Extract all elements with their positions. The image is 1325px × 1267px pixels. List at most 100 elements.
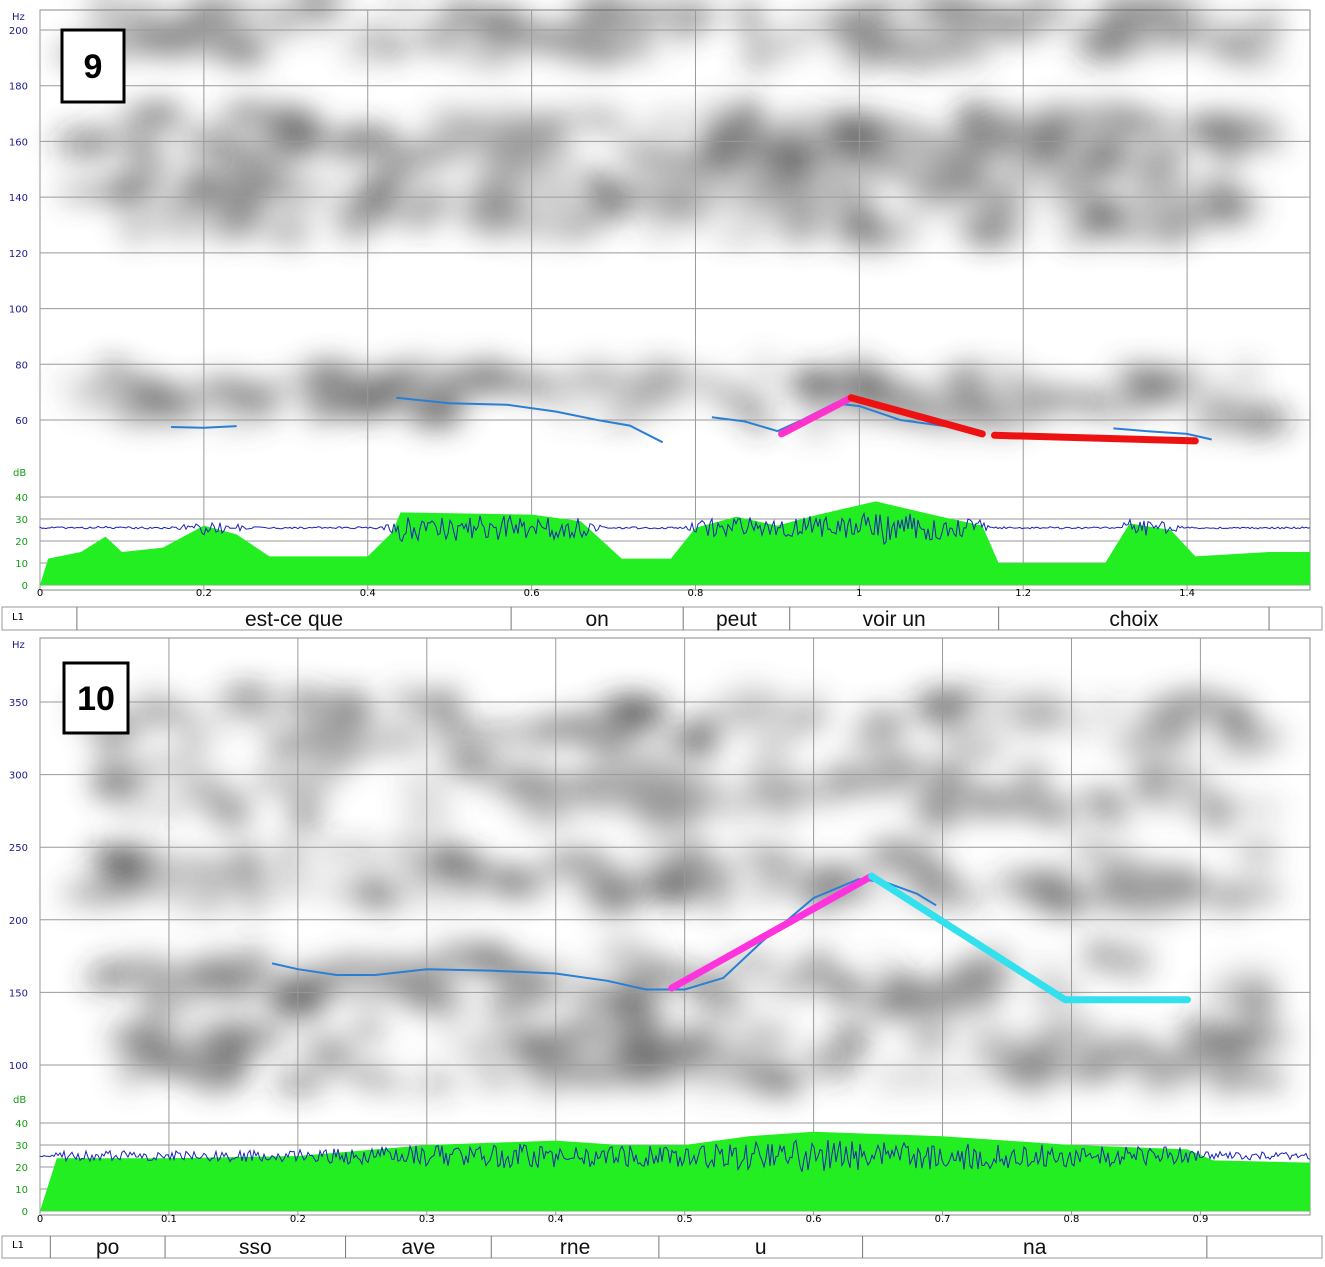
spectrogram-blob	[1121, 772, 1165, 796]
spectrogram-blob	[1203, 388, 1237, 421]
spectrogram-blob	[795, 11, 817, 24]
spectrogram-blob	[1209, 188, 1246, 221]
spectrogram-blob	[1174, 764, 1209, 798]
spectrogram-blob	[1164, 20, 1218, 45]
spectrogram-blob	[461, 44, 521, 68]
spectrogram-blob	[115, 29, 169, 57]
spectrogram-blob	[594, 411, 647, 427]
track-label: L1	[12, 1240, 24, 1251]
spectrogram-blob	[102, 0, 164, 33]
spectrogram-blob	[464, 1041, 494, 1063]
spectrogram-blob	[396, 205, 421, 226]
x-tick-label: 0.4	[548, 1214, 564, 1225]
spectrogram-blob	[893, 198, 926, 218]
spectrogram-blob	[1225, 706, 1255, 729]
spectrogram-blob	[471, 942, 512, 969]
spectrogram-blob	[181, 158, 204, 173]
spectrogram-blob	[1002, 705, 1033, 722]
spectrogram-blob	[273, 774, 334, 799]
spectrogram-blob	[657, 879, 707, 903]
spectrogram-blob	[229, 101, 273, 128]
spectrogram-blob	[693, 1067, 735, 1099]
spectrogram-blob	[895, 176, 920, 191]
segment-tier	[1, 606, 1323, 631]
spectrogram-blob	[1136, 710, 1195, 739]
segment-label: choix	[1109, 608, 1159, 631]
spectrogram-blob	[209, 796, 249, 828]
spectrogram-blob	[341, 46, 386, 63]
spectrogram-blob	[745, 775, 800, 801]
hz-tick-label: 200	[9, 26, 28, 37]
spectrogram-blob	[642, 115, 695, 138]
spectrogram-blob	[569, 378, 624, 393]
spectrogram-blob	[749, 885, 770, 903]
spectrogram-blob	[331, 222, 378, 238]
spectrogram-blob	[628, 174, 658, 194]
spectrogram-blob	[550, 220, 601, 241]
track-label: L1	[12, 612, 24, 623]
spectrogram-blob	[626, 744, 657, 758]
spectrogram-blob	[634, 198, 698, 214]
spectrogram-blob	[828, 763, 851, 789]
spectrogram-blob	[147, 155, 171, 182]
spectrogram-blob	[483, 989, 535, 1020]
stylized-pitch-line	[668, 872, 876, 992]
spectrogram-blob	[924, 156, 969, 176]
spectrogram-blob	[208, 698, 240, 719]
spectrogram-blob	[796, 379, 832, 397]
spectrogram-blob	[1054, 0, 1077, 8]
segment-label: rne	[560, 1236, 590, 1259]
spectrogram-blob	[101, 180, 142, 210]
spectrogram-blob	[1097, 861, 1120, 893]
x-tick-label: 1	[856, 588, 862, 599]
spectrogram-blob	[272, 372, 304, 389]
spectrogram-blob	[185, 1064, 249, 1093]
spectrogram-blob	[213, 196, 272, 214]
spectrogram-blob	[468, 101, 530, 137]
spectrogram-blob	[1071, 724, 1098, 737]
spectrogram-blob	[654, 805, 707, 822]
spectrogram-blob	[1147, 796, 1194, 809]
spectrogram-blob	[1229, 993, 1282, 1020]
hz-tick-label: 150	[9, 988, 28, 999]
spectrogram-blob	[406, 737, 439, 751]
spectrogram-blob	[1007, 148, 1033, 172]
spectrogram-blob	[957, 1, 1015, 32]
hz-tick-label: 80	[15, 360, 28, 371]
spectrogram-blob	[752, 37, 811, 57]
spectrogram-blob	[53, 127, 108, 159]
x-tick-label: 0.2	[196, 588, 212, 599]
spectrogram-blob	[585, 1036, 644, 1052]
spectrogram-blob	[1024, 0, 1050, 18]
spectrogram-blob	[218, 982, 256, 1008]
spectrogram-blob	[1232, 724, 1287, 750]
spectrogram-blob	[301, 362, 335, 385]
spectrogram-blob	[1119, 365, 1156, 378]
spectrogram-blob	[637, 1028, 701, 1062]
db-tick-label: 10	[15, 559, 28, 570]
pitch-contour	[171, 425, 237, 429]
spectrogram-blob	[1100, 696, 1123, 723]
x-tick-label: 0.6	[806, 1214, 822, 1225]
spectrogram-blob	[985, 191, 1013, 214]
spectrogram-blob	[1065, 30, 1119, 46]
spectrogram-blob	[425, 106, 476, 137]
hz-tick-label: 100	[9, 1061, 28, 1072]
spectrogram-blob	[421, 895, 456, 909]
x-tick-label: 0.3	[419, 1214, 435, 1225]
spectrogram-blob	[1244, 398, 1268, 434]
spectrogram-blob	[909, 789, 957, 825]
spectrogram-blob	[1082, 787, 1115, 806]
spectrogram-blob	[1037, 109, 1099, 135]
spectrogram-blob	[633, 757, 661, 771]
spectrogram-blob	[1219, 1062, 1280, 1075]
spectrogram-blob	[904, 1064, 939, 1090]
spectrogram-blob	[134, 749, 184, 784]
spectrogram-blob	[522, 775, 586, 794]
hz-tick-label: 300	[9, 771, 28, 782]
spectrogram-blob	[792, 110, 842, 138]
spectrogram-blob	[486, 140, 546, 177]
spectrogram-blob	[1159, 361, 1212, 397]
